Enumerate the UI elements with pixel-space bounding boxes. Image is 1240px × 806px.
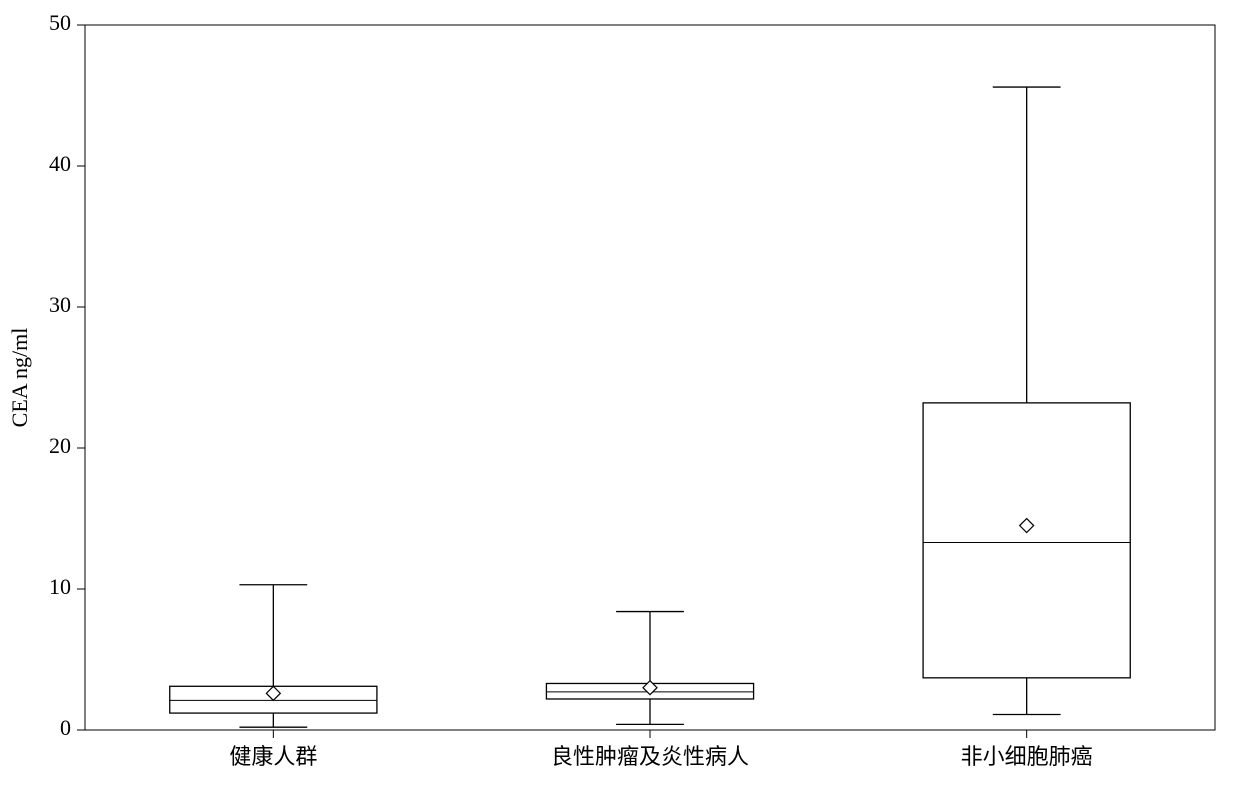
- x-tick-label: 健康人群: [229, 744, 317, 769]
- boxplot-chart: 0 10 20 30 40 50 CEA ng/ml 健康人群 良性肿瘤及炎性病人 非小细胞肺癌: [0, 0, 1240, 806]
- x-tick-label: 良性肿瘤及炎性病人: [551, 744, 749, 769]
- y-tick-label: 20: [49, 433, 71, 458]
- y-tick-label: 50: [49, 10, 71, 35]
- x-tick-label: 非小细胞肺癌: [961, 744, 1093, 769]
- y-tick-label: 30: [49, 292, 71, 317]
- chart-svg: 0 10 20 30 40 50 CEA ng/ml 健康人群 良性肿瘤及炎性病人 非小细胞肺癌: [0, 0, 1240, 806]
- y-tick-label: 0: [60, 715, 71, 740]
- y-tick-label: 40: [49, 151, 71, 176]
- y-tick-label: 10: [49, 574, 71, 599]
- y-axis-label: CEA ng/ml: [7, 328, 32, 428]
- box: [923, 403, 1130, 678]
